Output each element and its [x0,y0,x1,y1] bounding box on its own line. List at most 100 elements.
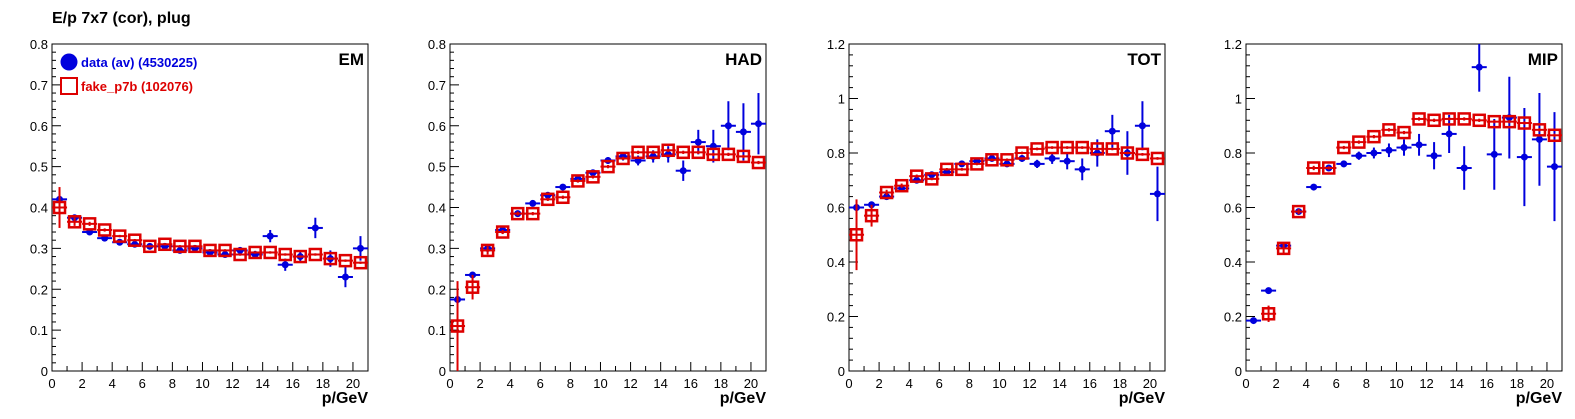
x-tick-label: 20 [1143,376,1157,391]
x-tick-label: 4 [507,376,514,391]
data-point [1445,130,1453,138]
x-tick-label: 14 [1449,376,1463,391]
data-point [356,244,364,252]
fake-point [970,157,984,171]
fake-point [691,145,706,160]
series-data [450,93,766,304]
fake-point [1367,129,1381,144]
fake-point [751,155,766,170]
fake-point [1442,112,1456,126]
x-tick-label: 12 [1419,376,1433,391]
x-tick-label: 10 [1389,376,1403,391]
fake-point [864,208,879,223]
y-tick-label: 0.4 [30,201,48,216]
y-tick-label: 0.4 [428,201,446,216]
fake-point [1487,114,1502,129]
fake-point [1502,114,1517,129]
x-tick-label: 4 [109,376,116,391]
x-axis-label: p/GeV [322,390,369,407]
fake-point [601,159,615,174]
legend-label: fake_p7b (102076) [81,79,193,94]
x-tick-label: 8 [1363,376,1370,391]
x-tick-label: 16 [684,376,698,391]
data-point [559,183,567,191]
data-point [1250,317,1258,325]
x-tick-label: 0 [48,376,55,391]
x-tick-label: 8 [966,376,973,391]
data-point [1475,63,1483,71]
fake-point [278,247,292,262]
legend: data (av) (4530225) fake_p7b (102076) [60,53,197,95]
data-point [529,199,537,207]
series-data [1246,44,1562,325]
fake-point [1397,125,1411,140]
data-point [1033,160,1041,168]
x-tick-label: 4 [1303,376,1310,391]
fake-point [465,280,480,294]
x-tick-label: 12 [225,376,239,391]
fake-point [218,243,232,258]
plot-frame [449,43,767,372]
fake-point [112,229,127,243]
y-tick-label: 0 [439,364,446,379]
fake-point [1547,128,1562,143]
fake-point [510,206,525,221]
y-tick-label: 0.3 [428,241,446,256]
fake-point [1150,151,1165,166]
data-point [1310,183,1318,191]
data-point [1415,141,1423,149]
fake-point [1382,123,1396,137]
fake-point [571,174,585,188]
x-tick-label: 18 [714,376,728,391]
fake-point [879,185,894,200]
fake-point [1532,123,1547,137]
y-tick-label: 0.4 [1224,255,1242,270]
fake-point [495,225,510,239]
x-tick-label: 8 [169,376,176,391]
fake-point [1306,161,1321,175]
fake-point [940,162,954,177]
series-data [52,195,368,288]
fake-point [541,192,555,207]
data-point [266,232,274,240]
data-point [1550,163,1558,171]
y-tick-label: 0.8 [30,37,48,52]
fake-point [1030,142,1044,156]
data-point [724,122,732,130]
y-tick-label: 1 [838,92,845,107]
fake-point [323,251,338,266]
x-axis-label: p/GeV [1119,390,1166,407]
fake-point [706,147,721,162]
x-tick-label: 0 [446,376,453,391]
y-tick-label: 0.7 [428,78,446,93]
data-point [1138,122,1146,130]
y-tick-label: 0.5 [428,160,446,175]
fake-point [586,170,600,184]
fake-point [646,145,660,160]
data-point [1355,152,1363,160]
y-tick-label: 0.4 [827,255,845,270]
fake-point [248,245,262,260]
data-point [1520,153,1528,161]
x-tick-label: 2 [476,376,483,391]
legend-marker-fake [60,77,78,95]
data-point [1490,150,1498,158]
y-tick-label: 0 [838,364,845,379]
y-tick-label: 1.2 [1224,37,1242,52]
fake-point [1000,153,1014,167]
data-point [311,224,319,232]
fake-point [676,145,690,160]
series-fake [450,143,766,371]
x-tick-label: 10 [992,376,1006,391]
data-point [1108,127,1116,135]
y-tick-label: 0.8 [1224,146,1242,161]
data-point [1535,135,1543,143]
x-tick-label: 0 [1242,376,1249,391]
y-tick-label: 0.6 [827,201,845,216]
y-tick-label: 0 [1235,364,1242,379]
x-tick-label: 8 [567,376,574,391]
y-tick-label: 0.2 [428,282,446,297]
data-point [1153,190,1161,198]
panel-label: EM [339,50,365,69]
x-tick-label: 2 [875,376,882,391]
